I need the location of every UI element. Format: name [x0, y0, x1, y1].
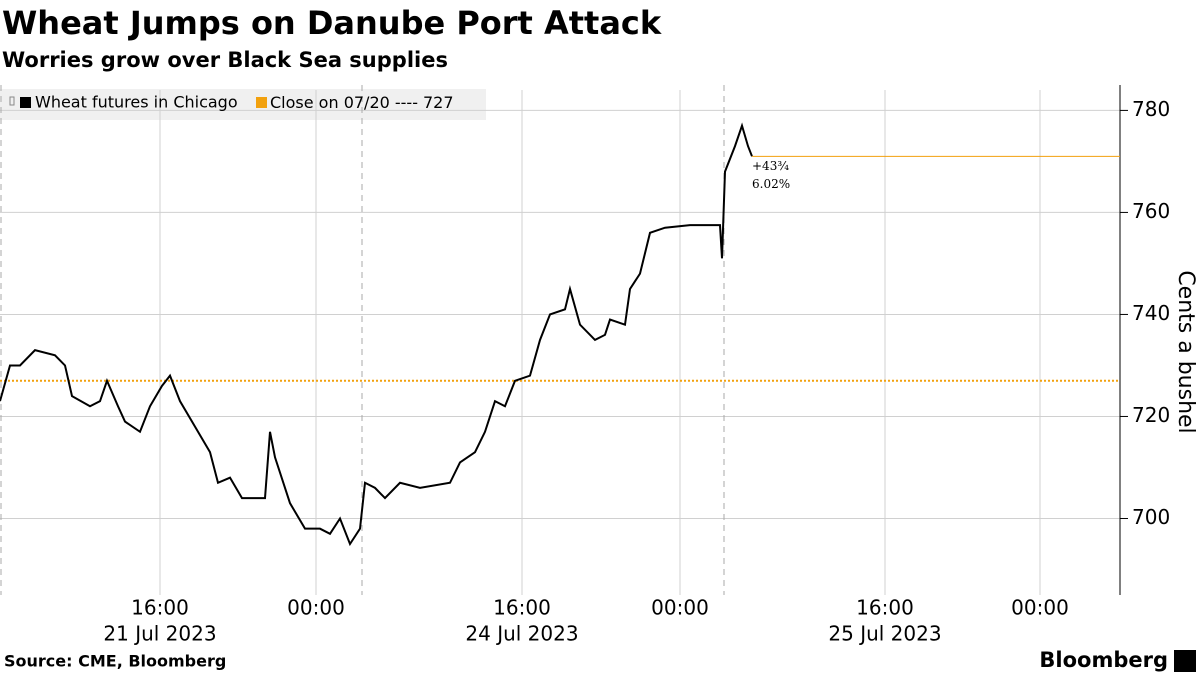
- x-tick-label: 00:00: [1011, 596, 1069, 620]
- chart-subtitle: Worries grow over Black Sea supplies: [2, 48, 448, 72]
- x-tick-label: 00:00: [651, 596, 709, 620]
- legend-swatch: [9, 96, 15, 106]
- x-date-label: 24 Jul 2023: [465, 622, 578, 646]
- legend-label: Wheat futures in Chicago: [35, 93, 238, 112]
- legend-label-value: 727: [423, 93, 454, 112]
- x-date-label: 25 Jul 2023: [828, 622, 941, 646]
- price-line: [0, 122, 753, 547]
- y-tick-label: 760: [1132, 199, 1170, 223]
- x-tick-label: 16:00: [493, 596, 551, 620]
- legend-box: [0, 89, 486, 120]
- y-tick-label: 700: [1132, 505, 1170, 529]
- x-tick-label: 16:00: [131, 596, 189, 620]
- y-tick-label: 780: [1132, 97, 1170, 121]
- legend-label: Close on 07/20 ---- 727: [270, 93, 454, 112]
- annotation: +43¾: [752, 159, 789, 173]
- brand: Bloomberg: [1039, 648, 1168, 672]
- x-date-label: 21 Jul 2023: [103, 622, 216, 646]
- x-tick-label: 00:00: [287, 596, 345, 620]
- brand-icon: [1174, 650, 1196, 672]
- source: Source: CME, Bloomberg: [4, 652, 226, 671]
- y-tick-label: 740: [1132, 301, 1170, 325]
- x-tick-label: 16:00: [856, 596, 914, 620]
- y-tick-label: 720: [1132, 403, 1170, 427]
- legend-swatch: [256, 97, 267, 108]
- legend-label-name: Close on 07/20 ----: [270, 93, 418, 112]
- legend-swatch: [20, 97, 31, 108]
- annotation: 6.02%: [752, 177, 790, 191]
- y-axis-label: Cents a bushel: [1173, 270, 1198, 433]
- chart-title: Wheat Jumps on Danube Port Attack: [2, 4, 662, 42]
